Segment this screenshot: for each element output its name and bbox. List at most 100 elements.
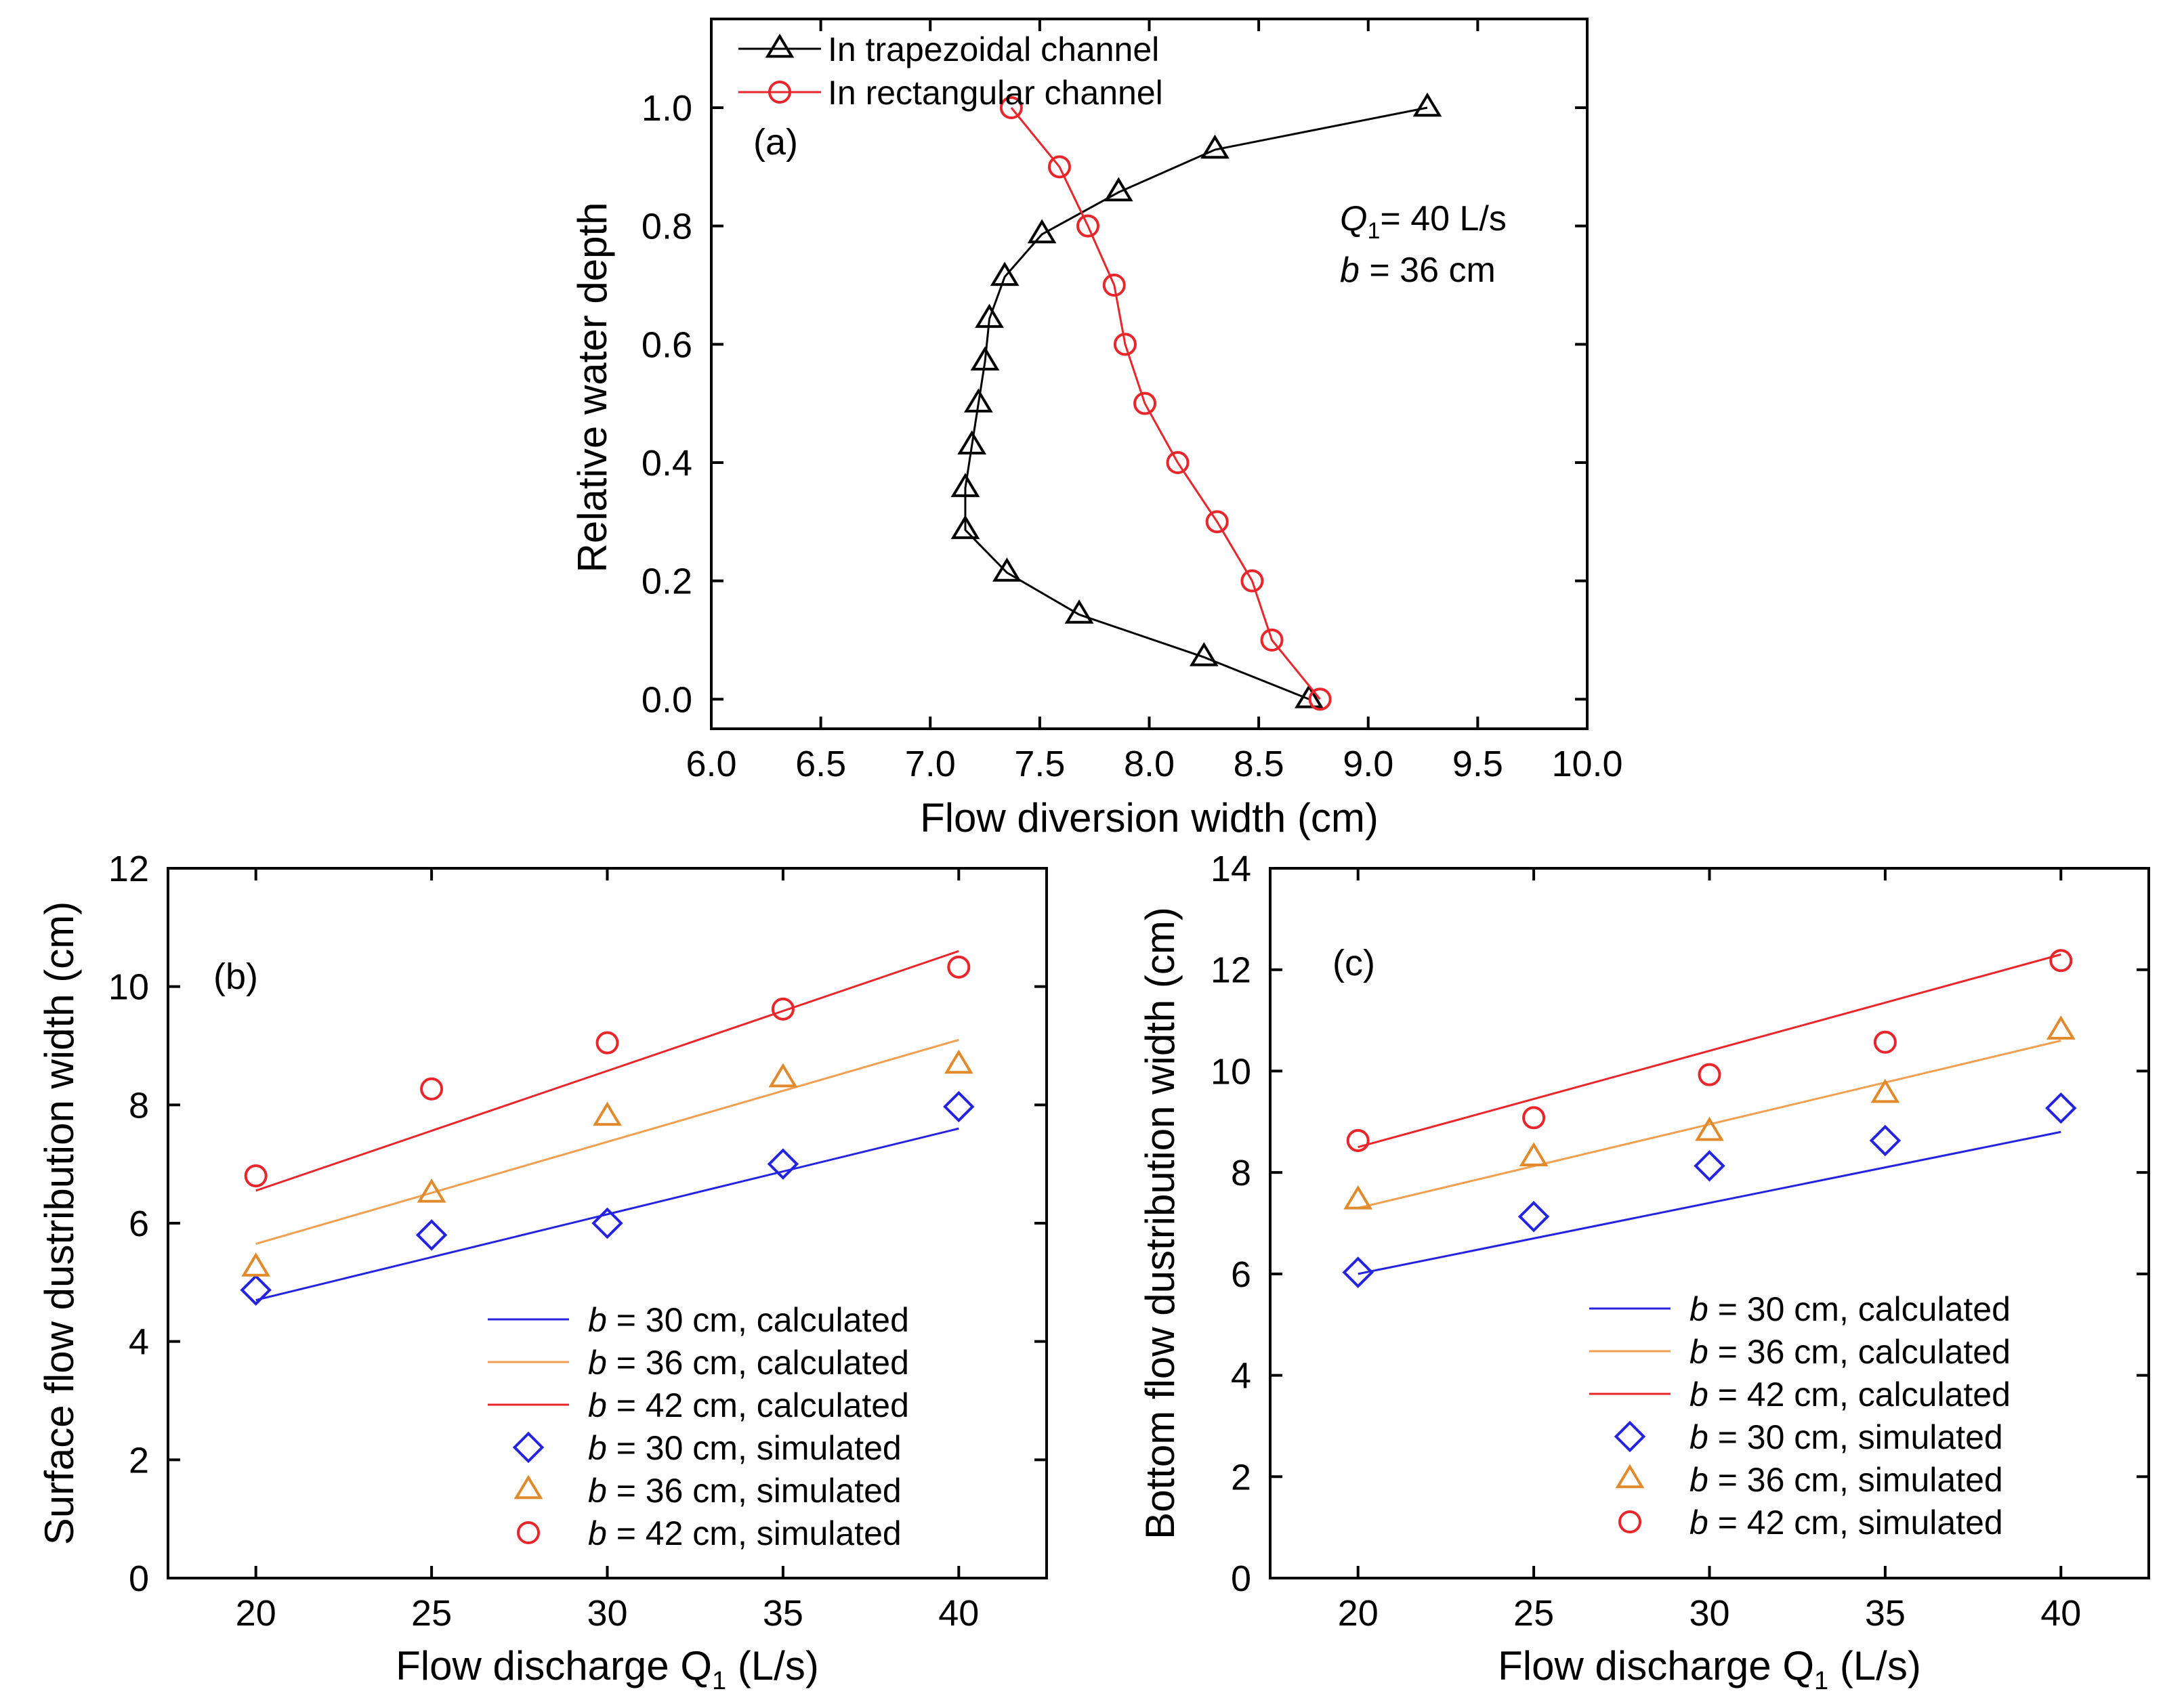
panel-a-x-tick-label: 8.5 [1234, 744, 1284, 784]
legend-text-rest: = 30 cm, calculated [607, 1301, 909, 1339]
legend-marker [512, 1431, 545, 1464]
panel-c-y-tick-label: 2 [1231, 1457, 1251, 1497]
legend-symbol: b [588, 1301, 607, 1339]
panel-b-simulated-point [241, 1252, 271, 1277]
panel-a-series-line-rectangular [1010, 107, 1321, 700]
legend-label: In trapezoidal channel [828, 30, 1159, 68]
panel-a-x-tick-label: 9.5 [1452, 744, 1503, 784]
panel-a-data-point [1308, 687, 1332, 711]
panel-a-data-point [1412, 92, 1442, 117]
legend-label: b = 36 cm, simulated [588, 1472, 902, 1510]
panel-c-calculated-line [1358, 1130, 2061, 1275]
panel-c-simulated-point [1346, 1128, 1370, 1152]
legend-text-rest: = 36 cm, simulated [1708, 1461, 2003, 1499]
legend-symbol: b [1689, 1290, 1708, 1328]
legend-marker [1614, 1420, 1646, 1453]
discharge-value: = 40 L/s [1380, 199, 1506, 238]
panel-a-data-point [1113, 333, 1137, 356]
panel-b-x-tick-label: 30 [587, 1593, 627, 1634]
panel-b-y-tick-label: 8 [129, 1085, 149, 1126]
panel-a-x-tick-label: 6.5 [795, 744, 846, 784]
x-title-unit: (L/s) [1828, 1643, 1921, 1688]
panel-a-data-point [1027, 219, 1057, 244]
panel-c-simulated-point [2045, 1092, 2077, 1124]
x-title-subscript: 1 [712, 1667, 726, 1695]
panel-a-data-point [970, 346, 1000, 370]
legend-label: b = 42 cm, simulated [1689, 1504, 2003, 1542]
panel-a-data-point [1200, 134, 1230, 159]
panel-a-data-point [990, 261, 1020, 286]
panel-b-y-tick-label: 4 [129, 1322, 149, 1363]
legend-label: b = 30 cm, simulated [588, 1429, 902, 1467]
panel-c-y-tick-label: 4 [1231, 1356, 1251, 1397]
panel-b-y-tick-label: 10 [108, 967, 149, 1008]
panel-b-simulated-point [420, 1077, 444, 1101]
panel-a-x-tick-label: 6.0 [686, 744, 736, 784]
panel-a-x-tick-label: 9.0 [1343, 744, 1393, 784]
panel-c-simulated-point [1343, 1185, 1373, 1210]
legend-label: b = 36 cm, calculated [1689, 1333, 2011, 1371]
panel-a-data-point [1047, 155, 1071, 179]
discharge-symbol: Q [1340, 199, 1367, 238]
panel-c-simulated-point [1873, 1030, 1897, 1054]
legend-symbol: b [1689, 1333, 1708, 1371]
legend-symbol: b [588, 1514, 607, 1552]
panel-a-y-axis-title: Relative water depth [570, 203, 615, 573]
panel-b-x-tick-label: 40 [938, 1593, 979, 1634]
panel-b-y-tick-label: 12 [108, 849, 149, 889]
legend-symbol: b [588, 1344, 607, 1382]
panel-a-plot-frame [710, 18, 1589, 730]
panel-b-y-axis-title: Surface flow dustribution width (cm) [37, 901, 82, 1545]
panel-a-data-point [1064, 599, 1094, 624]
legend-text-rest: = 36 cm, calculated [1708, 1333, 2011, 1371]
panel-c-label: (c) [1332, 943, 1375, 983]
panel-c-x-tick-label: 30 [1689, 1593, 1729, 1634]
legend-symbol: b [1689, 1418, 1708, 1456]
panel-a: 6.0 6.5 7.0 7.5 8.0 8.5 9.0 9.5 10.0 0.0 0.2 0.4 0.6… [570, 18, 1623, 841]
legend-text-rest: = 36 cm, simulated [607, 1472, 902, 1510]
legend-marker [517, 1521, 540, 1544]
panel-c-simulated-point [1694, 1150, 1725, 1182]
width-value: = 36 cm [1360, 251, 1496, 290]
legend-text-rest: = 42 cm, simulated [1708, 1504, 2003, 1542]
panel-b-simulated-point [947, 955, 971, 979]
panel-a-data-point [1133, 391, 1157, 415]
panel-a-discharge-annotation: Q1= 40 L/s [1340, 199, 1507, 244]
panel-b-simulated-point [767, 1148, 799, 1180]
panel-b-simulated-point [240, 1274, 272, 1306]
legend-text-rest: = 30 cm, simulated [1708, 1418, 2003, 1456]
legend-label: b = 36 cm, simulated [1689, 1461, 2003, 1499]
panel-a-data-point [963, 388, 993, 412]
panel-a-x-tick-label: 8.0 [1124, 744, 1175, 784]
panel-a-data-point [975, 303, 1004, 328]
legend-text-rest: = 30 cm, calculated [1708, 1290, 2011, 1328]
legend-marker [513, 1474, 543, 1500]
panel-a-y-tick-label: 0.0 [642, 679, 692, 720]
panel-a-y-tick-label: 1.0 [642, 88, 692, 129]
panel-a-width-annotation: b = 36 cm [1340, 251, 1496, 290]
panel-c-x-tick-label: 20 [1338, 1593, 1379, 1634]
x-title-subscript: 1 [1814, 1667, 1828, 1695]
legend-marker [1615, 1464, 1645, 1489]
panel-c-y-axis-title: Bottom flow dustribution width (cm) [1137, 907, 1183, 1539]
panel-b-simulated-point [595, 1031, 619, 1055]
panel-c-y-tick-label: 12 [1211, 950, 1251, 991]
panel-c-calculated-line [1358, 1040, 2061, 1210]
legend-label: b = 36 cm, calculated [588, 1344, 909, 1382]
legend-text-rest: = 36 cm, calculated [607, 1344, 909, 1382]
panel-c-x-tick-label: 40 [2040, 1593, 2081, 1634]
x-title-main: Flow discharge Q [1498, 1643, 1814, 1688]
legend-symbol: b [1689, 1504, 1708, 1542]
panel-a-x-tick-label: 7.0 [905, 744, 956, 784]
panel-b-simulated-point [591, 1207, 623, 1239]
panel-a-x-axis-title: Flow diversion width (cm) [920, 795, 1379, 841]
discharge-subscript: 1 [1367, 218, 1380, 244]
legend-label: b = 30 cm, calculated [1689, 1290, 2011, 1328]
panel-c-simulated-point [1695, 1116, 1724, 1141]
panel-a-y-tick-label: 0.6 [642, 324, 692, 365]
panel-a-data-point [1295, 684, 1324, 708]
panel-c-simulated-point [2046, 1015, 2076, 1040]
panel-a-label: (a) [753, 122, 798, 163]
panel-b-simulated-point [244, 1164, 268, 1188]
